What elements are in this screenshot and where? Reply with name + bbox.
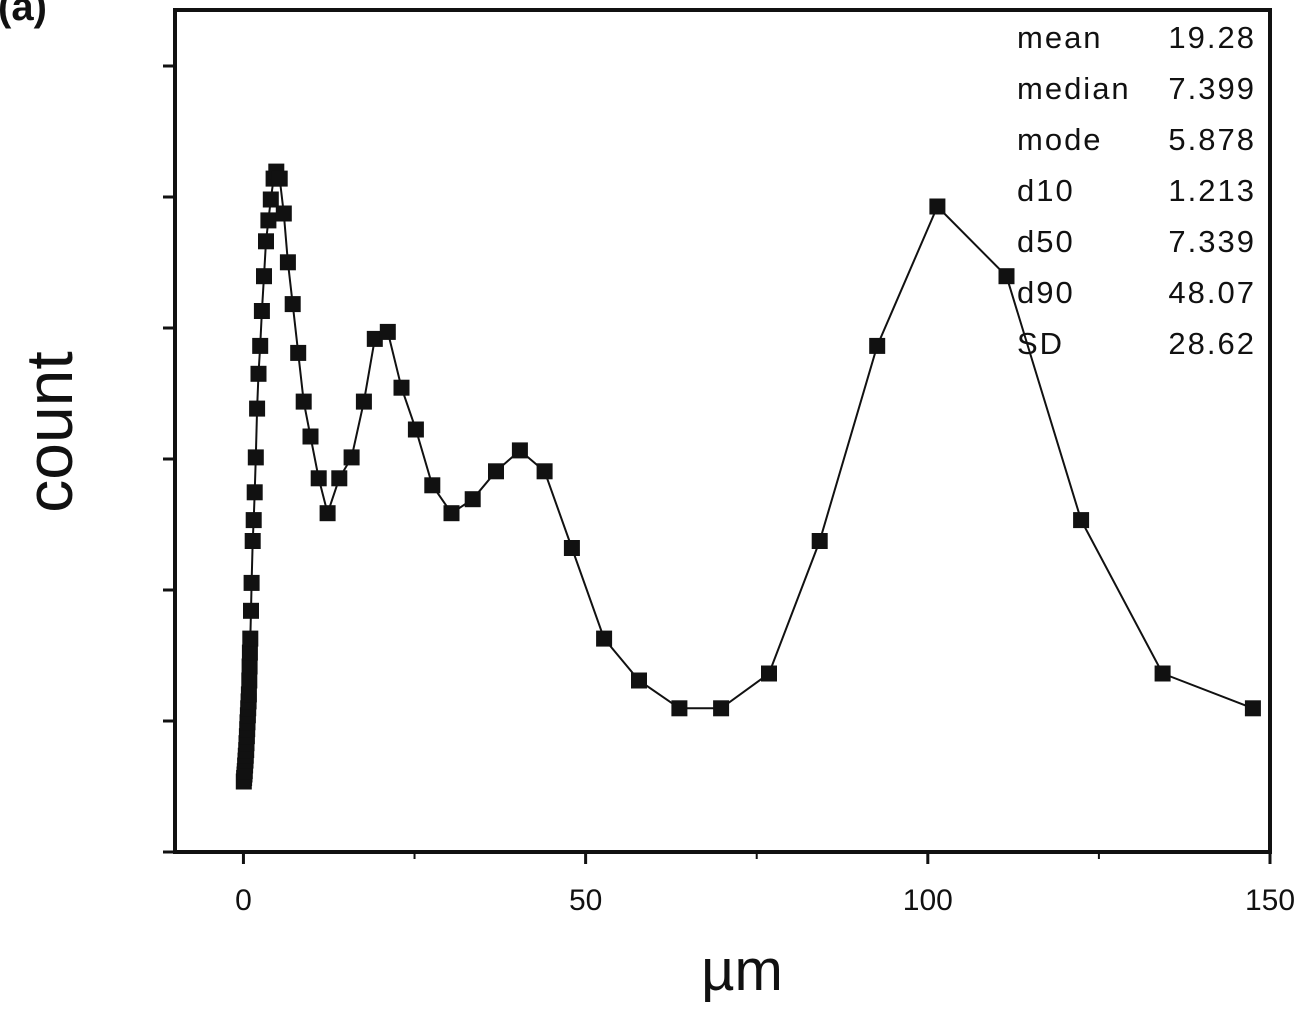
data-point [366,330,383,347]
x-axis-ticks: 0 50 100 150 [235,852,1295,917]
stat-value: 19.28 [1168,20,1256,55]
data-point [929,198,946,215]
data-point [244,533,261,549]
data-point [284,296,301,313]
data-point [488,463,504,480]
x-axis-title: µm [701,938,783,1003]
data-point [271,170,288,187]
stat-value: 48.07 [1168,275,1256,310]
stat-label: median [1017,71,1131,106]
data-point [243,574,260,591]
data-point [511,442,528,459]
data-point [1154,665,1171,682]
data-point [563,540,580,556]
panel-label: (a) [0,0,47,29]
data-point [241,644,258,661]
data-point [260,212,277,229]
stat-label: d90 [1017,275,1075,310]
x-tick-label: 0 [235,884,252,917]
stat-value: 7.339 [1168,224,1256,259]
data-point [998,268,1015,285]
data-point [241,672,258,689]
data-point [295,393,312,410]
data-point [302,428,319,445]
stat-label: SD [1017,326,1064,361]
data-point [631,672,647,689]
stat-value: 7.399 [1168,71,1256,106]
stat-value: 1.213 [1168,173,1256,208]
data-point [424,477,441,494]
data-point [245,512,262,529]
data-point [379,323,396,340]
data-point [310,470,327,487]
data-point [243,602,259,619]
data-point [262,191,279,208]
data-point [355,393,372,410]
data-point [393,379,410,396]
data-point [407,421,424,438]
stat-label: mean [1017,20,1103,55]
stat-label: mode [1017,122,1103,157]
statistics-table: mean 19.28 median 7.399 mode 5.878 d10 1.213 d50… [1017,20,1256,361]
data-point [671,700,688,717]
data-point [253,303,270,319]
data-point [246,484,263,501]
stat-label: d10 [1017,173,1075,208]
data-point [249,400,266,417]
data-point [596,630,613,647]
data-point [252,337,269,354]
y-axis-ticks [163,64,175,854]
data-point [761,665,777,682]
data-point [275,205,292,222]
plot-frame [173,8,1272,854]
data-point [443,505,460,522]
data-point [713,700,730,717]
data-point [279,254,296,271]
data-point [258,233,274,250]
stat-label: d50 [1017,224,1075,259]
data-point [242,630,259,647]
x-tick-label: 50 [569,884,602,917]
data-point [247,449,264,466]
data-point [343,449,360,466]
series-line [242,169,1254,782]
data-point [240,686,257,703]
x-tick-label: 100 [903,884,953,917]
data-point [319,505,336,522]
x-tick-label: 150 [1245,884,1295,917]
stat-value: 28.62 [1168,326,1256,361]
data-point [811,533,828,549]
data-point [290,344,307,361]
series-layer [235,163,1261,790]
data-point [869,337,886,354]
stat-value: 5.878 [1168,122,1256,157]
data-point [1244,700,1261,717]
data-point [1073,512,1090,529]
y-axis-title: count [12,351,86,512]
data-point [464,491,481,508]
data-point [536,463,553,480]
data-point [331,470,348,487]
data-point [250,365,267,382]
data-point [256,268,272,285]
data-point [241,658,258,675]
